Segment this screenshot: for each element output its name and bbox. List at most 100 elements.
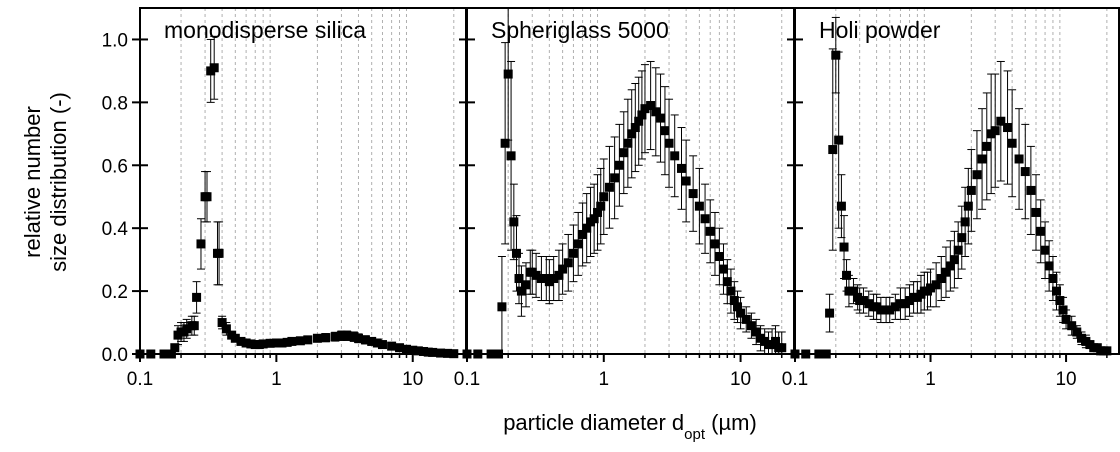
data-point bbox=[599, 192, 609, 202]
data-point bbox=[554, 270, 564, 280]
data-point bbox=[230, 333, 240, 343]
data-point bbox=[977, 154, 987, 164]
data-point bbox=[236, 336, 246, 346]
data-point bbox=[630, 123, 640, 133]
data-point bbox=[1102, 346, 1112, 356]
y-tick-label: 0.2 bbox=[102, 282, 128, 303]
data-point bbox=[1014, 154, 1024, 164]
data-point bbox=[619, 148, 629, 158]
data-point bbox=[578, 229, 588, 239]
data-point bbox=[596, 201, 606, 211]
x-tick-label: 0.1 bbox=[127, 369, 153, 390]
data-point bbox=[265, 338, 275, 348]
data-point bbox=[614, 160, 624, 170]
x-tick-label: 0.1 bbox=[454, 369, 480, 390]
data-point bbox=[241, 338, 251, 348]
data-point bbox=[926, 283, 936, 293]
data-point bbox=[353, 333, 363, 343]
data-point bbox=[960, 217, 970, 227]
data-point bbox=[700, 214, 710, 224]
data-point bbox=[982, 141, 992, 151]
data-point bbox=[640, 104, 650, 114]
data-point bbox=[1044, 261, 1054, 271]
data-point bbox=[931, 280, 941, 290]
data-point bbox=[287, 336, 297, 346]
data-point bbox=[746, 321, 756, 331]
data-point bbox=[836, 201, 846, 211]
data-point bbox=[372, 338, 382, 348]
data-point bbox=[1036, 226, 1046, 236]
data-point bbox=[202, 192, 212, 202]
data-point bbox=[890, 302, 900, 312]
data-point bbox=[497, 302, 507, 312]
data-point bbox=[876, 305, 886, 315]
data-point bbox=[957, 233, 967, 243]
data-point bbox=[1031, 207, 1041, 217]
data-point bbox=[741, 314, 751, 324]
data-point bbox=[990, 126, 1000, 136]
data-point bbox=[722, 277, 732, 287]
data-point bbox=[729, 296, 739, 306]
data-point bbox=[694, 201, 704, 211]
data-point bbox=[321, 333, 331, 343]
data-point bbox=[521, 280, 531, 290]
x-tick-label: 10 bbox=[402, 369, 423, 390]
data-point bbox=[192, 292, 202, 302]
y-axis-title-line-1: relative number bbox=[20, 106, 45, 258]
data-point bbox=[395, 343, 405, 353]
data-point bbox=[864, 299, 874, 309]
data-point bbox=[828, 145, 838, 155]
data-point bbox=[563, 258, 573, 268]
data-point bbox=[885, 305, 895, 315]
data-point bbox=[733, 302, 743, 312]
data-point bbox=[336, 331, 346, 341]
data-point bbox=[568, 248, 578, 258]
data-point bbox=[1072, 327, 1082, 337]
x-axis-title-main: particle diameter d bbox=[503, 410, 684, 435]
data-point bbox=[349, 332, 359, 342]
data-point bbox=[221, 324, 231, 334]
data-point bbox=[844, 286, 854, 296]
panel-frame bbox=[139, 7, 467, 355]
data-point bbox=[312, 333, 322, 343]
data-point bbox=[419, 346, 429, 356]
x-axis-title: particle diameter dopt (µm) bbox=[503, 410, 757, 443]
data-point bbox=[651, 107, 661, 117]
data-point bbox=[688, 189, 698, 199]
data-point bbox=[342, 331, 352, 341]
data-point bbox=[623, 138, 633, 148]
data-point bbox=[593, 207, 603, 217]
data-point bbox=[705, 226, 715, 236]
data-point bbox=[282, 337, 292, 347]
data-point bbox=[770, 336, 780, 346]
data-point bbox=[660, 126, 670, 136]
data-point bbox=[1048, 274, 1058, 284]
data-point bbox=[656, 113, 666, 123]
x-tick-label: 10 bbox=[730, 369, 751, 390]
x-tick-label: 1 bbox=[598, 369, 609, 390]
data-point bbox=[413, 346, 423, 356]
data-point bbox=[848, 286, 858, 296]
data-point bbox=[589, 214, 599, 224]
y-tick-label: 0.8 bbox=[102, 93, 128, 114]
data-point bbox=[831, 50, 841, 60]
data-point bbox=[895, 299, 905, 309]
x-tick-label: 1 bbox=[925, 369, 936, 390]
y-tick-label: 0.0 bbox=[102, 345, 128, 366]
data-point bbox=[664, 138, 674, 148]
panel-3: 0.1 1 10 Holi powder bbox=[782, 7, 1120, 390]
data-point bbox=[549, 274, 559, 284]
data-point bbox=[949, 255, 959, 265]
data-point bbox=[777, 343, 787, 353]
data-point bbox=[936, 274, 946, 284]
data-point bbox=[1051, 286, 1061, 296]
data-point bbox=[217, 318, 227, 328]
data-point bbox=[330, 332, 340, 342]
data-point bbox=[408, 345, 418, 355]
data-point bbox=[637, 110, 647, 120]
x-tick-label: 10 bbox=[1055, 369, 1076, 390]
data-point bbox=[214, 248, 224, 258]
data-point bbox=[677, 163, 687, 173]
data-point bbox=[506, 151, 516, 161]
data-point bbox=[401, 344, 411, 354]
